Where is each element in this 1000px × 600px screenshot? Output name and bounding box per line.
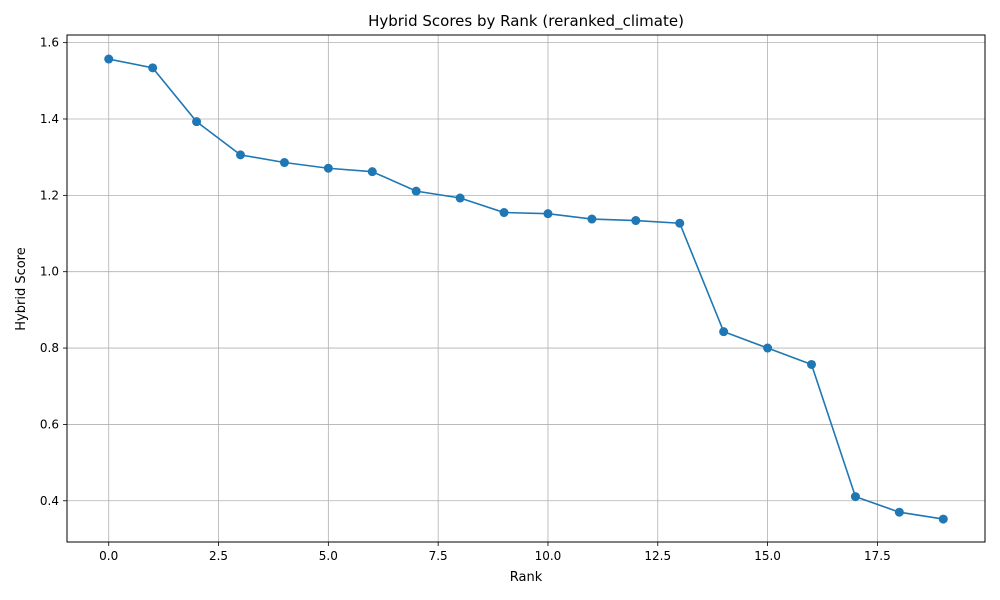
x-tick-label: 5.0	[319, 549, 338, 563]
data-point	[543, 209, 553, 219]
data-point	[367, 167, 377, 177]
y-axis-ticks: 0.4 0.6 0.8 1.0 1.2 1.4 1.6	[40, 36, 67, 508]
y-tick-label: 1.2	[40, 188, 59, 202]
x-axis-ticks: 0.0 2.5 5.0 7.5 10.0 12.5 15.0 17.5	[99, 542, 891, 563]
x-tick-label: 17.5	[864, 549, 891, 563]
data-point	[675, 218, 685, 228]
x-tick-label: 2.5	[209, 549, 228, 563]
data-point	[850, 492, 860, 502]
data-point	[455, 193, 465, 203]
data-point	[587, 214, 597, 224]
data-point	[499, 208, 509, 218]
x-tick-label: 0.0	[99, 549, 118, 563]
data-point	[148, 63, 158, 73]
x-tick-label: 10.0	[535, 549, 562, 563]
data-point	[279, 158, 289, 168]
data-point	[894, 507, 904, 517]
y-tick-label: 0.8	[40, 341, 59, 355]
x-tick-label: 15.0	[754, 549, 781, 563]
data-point	[411, 186, 421, 196]
data-point	[938, 514, 948, 524]
plot-area-frame	[66, 34, 986, 543]
data-point	[192, 117, 202, 127]
data-point	[235, 150, 245, 160]
x-tick-label: 12.5	[644, 549, 671, 563]
chart-title: Hybrid Scores by Rank (reranked_climate)	[368, 12, 684, 31]
data-point	[763, 343, 773, 353]
data-point	[807, 359, 817, 369]
y-tick-label: 1.0	[40, 265, 59, 279]
y-tick-label: 0.4	[40, 494, 59, 508]
x-axis-title: Rank	[510, 570, 543, 585]
x-tick-label: 7.5	[429, 549, 448, 563]
y-axis-title: Hybrid Score	[14, 247, 29, 330]
y-tick-label: 1.4	[40, 112, 59, 126]
data-point	[719, 327, 729, 337]
data-point	[104, 54, 114, 64]
series-layer	[104, 54, 948, 524]
y-tick-label: 0.6	[40, 417, 59, 431]
data-point	[323, 163, 333, 173]
series-line	[108, 58, 944, 520]
data-point	[631, 216, 641, 226]
y-tick-label: 1.6	[40, 36, 59, 50]
